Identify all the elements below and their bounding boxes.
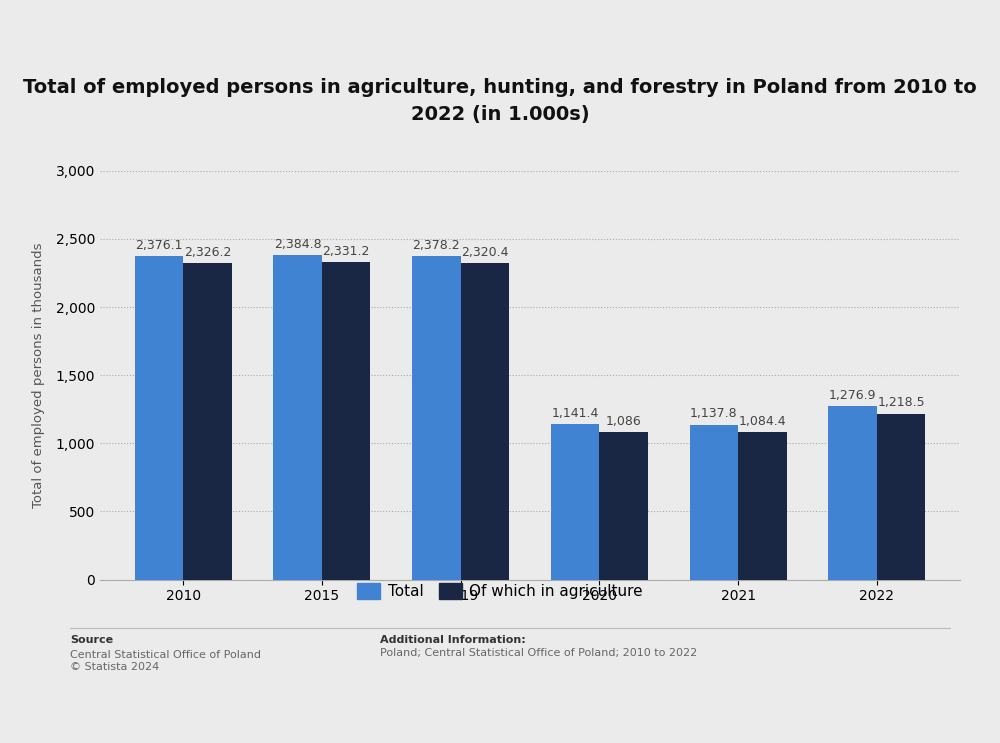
Text: 2,320.4: 2,320.4 (461, 247, 509, 259)
Text: Source: Source (70, 635, 113, 645)
Text: 1,218.5: 1,218.5 (877, 397, 925, 409)
Bar (183, 263, 232, 580)
Text: 1,141.4: 1,141.4 (551, 407, 599, 420)
Bar (135, 256, 183, 580)
Bar (412, 256, 461, 580)
Bar (690, 424, 738, 580)
Text: 1,086: 1,086 (606, 415, 642, 427)
Bar (551, 424, 599, 580)
Bar (273, 255, 322, 580)
Legend: Total, Of which in agriculture: Total, Of which in agriculture (351, 577, 649, 606)
Bar (738, 432, 787, 580)
Bar (599, 432, 648, 580)
Text: 1,137.8: 1,137.8 (690, 407, 738, 421)
Text: 2,384.8: 2,384.8 (274, 238, 321, 250)
Text: Additional Information:: Additional Information: (380, 635, 526, 645)
Text: Total of employed persons in agriculture, hunting, and forestry in Poland from 2: Total of employed persons in agriculture… (23, 78, 977, 123)
Text: 2,376.1: 2,376.1 (135, 239, 183, 252)
Bar (322, 262, 370, 580)
Y-axis label: Total of employed persons in thousands: Total of employed persons in thousands (32, 242, 45, 508)
Text: 1,084.4: 1,084.4 (739, 415, 786, 428)
Text: 2,378.2: 2,378.2 (413, 239, 460, 251)
Bar (828, 406, 877, 580)
Bar (461, 264, 509, 580)
Text: 2,331.2: 2,331.2 (323, 245, 370, 258)
Text: Central Statistical Office of Poland
© Statista 2024: Central Statistical Office of Poland © S… (70, 650, 261, 672)
Text: 2,326.2: 2,326.2 (184, 246, 231, 259)
Bar (877, 414, 925, 580)
Text: 1,276.9: 1,276.9 (829, 389, 876, 401)
Text: Poland; Central Statistical Office of Poland; 2010 to 2022: Poland; Central Statistical Office of Po… (380, 648, 697, 658)
